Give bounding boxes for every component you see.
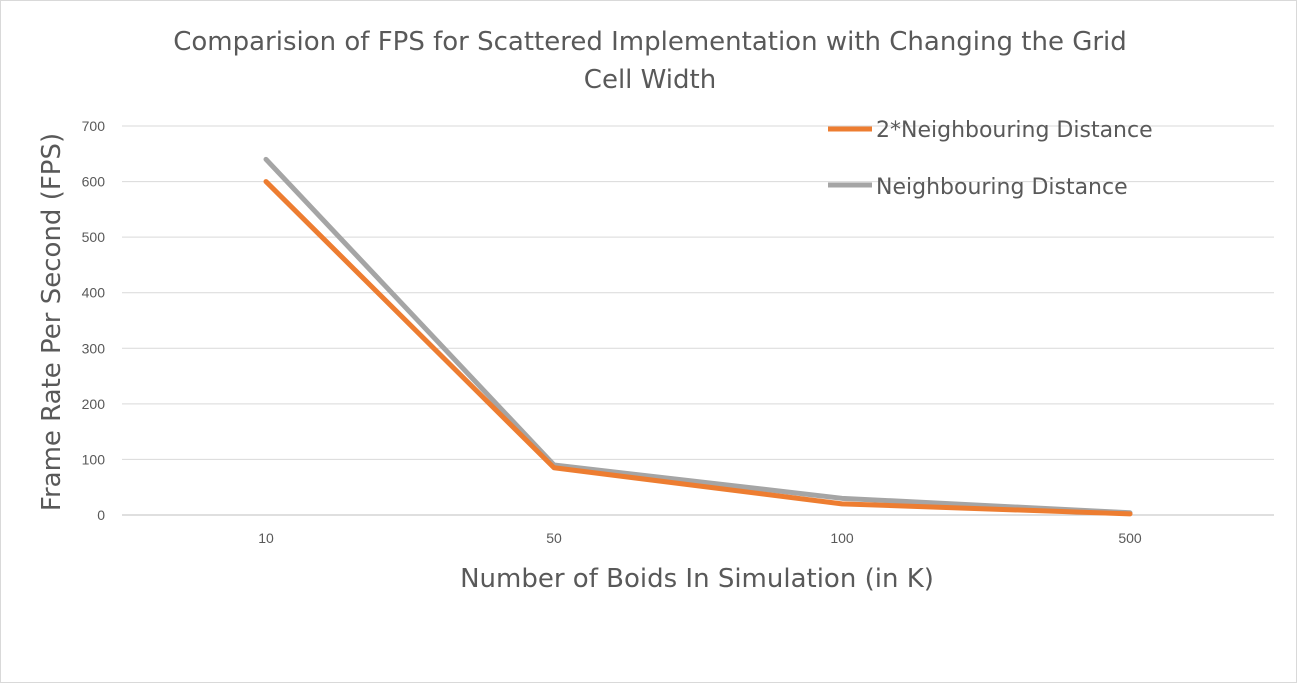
series-line-2[interactable] xyxy=(263,156,1133,516)
y-tick-label: 700 xyxy=(82,118,106,134)
legend: 2*Neighbouring Distance Neighbouring Dis… xyxy=(828,118,1153,200)
chart-title-line-2: Cell Width xyxy=(584,65,716,95)
series-line-1[interactable] xyxy=(263,179,1133,517)
y-axis-title: Frame Rate Per Second (FPS) xyxy=(37,133,67,511)
legend-label-1: 2*Neighbouring Distance xyxy=(876,118,1153,143)
x-tick-label: 500 xyxy=(1118,530,1142,546)
gridlines xyxy=(122,125,1274,516)
x-tick-label: 100 xyxy=(830,530,854,546)
legend-item-2[interactable]: Neighbouring Distance xyxy=(828,175,1128,200)
y-tick-label: 300 xyxy=(82,340,106,356)
legend-label-2: Neighbouring Distance xyxy=(876,175,1128,200)
legend-item-1[interactable]: 2*Neighbouring Distance xyxy=(828,118,1153,143)
y-tick-label: 200 xyxy=(82,396,106,412)
y-tick-label: 0 xyxy=(97,507,105,523)
x-axis-ticks: 10 50 100 500 xyxy=(258,530,1142,546)
series-lines xyxy=(263,156,1133,517)
y-tick-label: 500 xyxy=(82,229,106,245)
x-axis-title: Number of Boids In Simulation (in K) xyxy=(460,564,934,594)
y-axis-ticks: 0 100 200 300 400 500 600 700 xyxy=(82,118,106,523)
y-tick-label: 100 xyxy=(82,451,106,467)
x-tick-label: 10 xyxy=(258,530,274,546)
y-tick-label: 400 xyxy=(82,285,106,301)
y-tick-label: 600 xyxy=(82,174,106,190)
x-tick-label: 50 xyxy=(546,530,562,546)
chart-title-line-1: Comparision of FPS for Scattered Impleme… xyxy=(173,27,1127,57)
